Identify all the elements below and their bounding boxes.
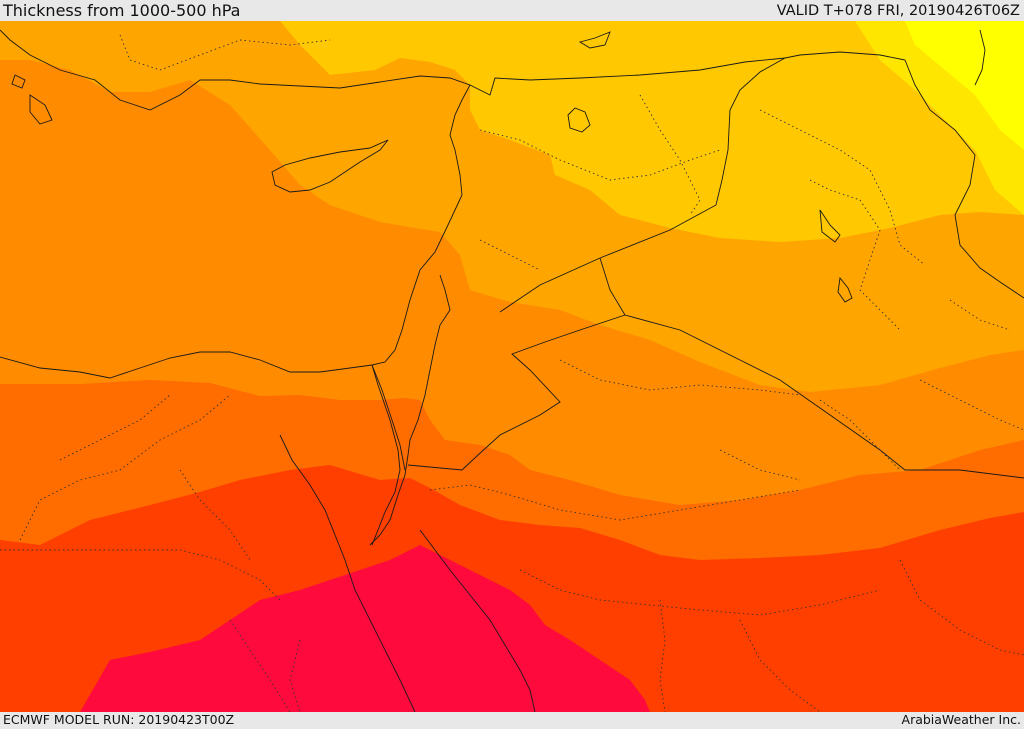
model-run-label: ECMWF MODEL RUN: 20190423T00Z — [3, 712, 235, 727]
band-ff0a3c — [80, 545, 650, 712]
top-header-bar: Thickness from 1000-500 hPa VALID T+078 … — [0, 0, 1024, 21]
admin-boundaries — [0, 34, 1024, 712]
coastlines — [0, 29, 1024, 712]
credit-label: ArabiaWeather Inc. — [901, 712, 1021, 727]
bottom-footer-bar: ECMWF MODEL RUN: 20190423T00Z ArabiaWeat… — [0, 712, 1024, 729]
map-title: Thickness from 1000-500 hPa — [3, 1, 241, 20]
band-ffff00 — [905, 21, 1024, 150]
thickness-map[interactable] — [0, 21, 1024, 712]
valid-time: VALID T+078 FRI, 20190426T06Z — [776, 3, 1020, 19]
